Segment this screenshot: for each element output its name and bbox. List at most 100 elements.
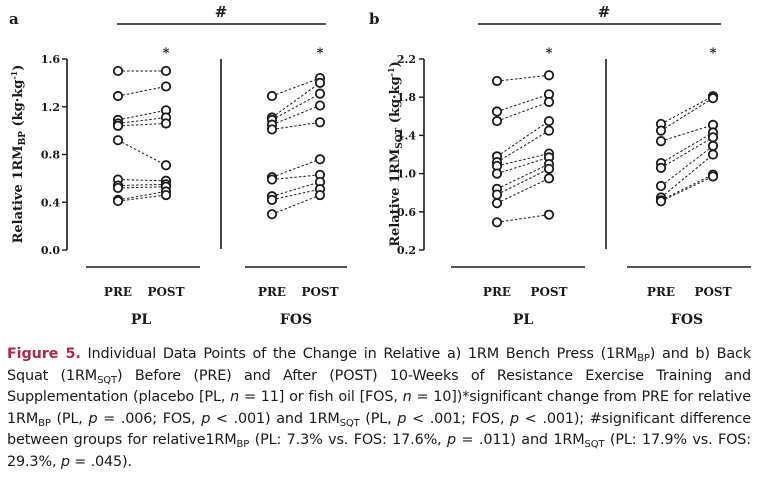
pre-point [266,124,278,135]
paired-line [496,93,550,112]
post-point [314,100,326,111]
paired-line [117,85,167,97]
y-tick-label: 1.4 [397,129,416,142]
caption-italic: p [60,453,70,470]
post-point [160,81,172,92]
caption-text: = .011) and 1RM [456,432,585,448]
post-point [314,117,326,128]
caption-text: = 11] or fish oil [FOS, [239,389,403,405]
paired-line [660,95,714,125]
post-point [707,171,719,182]
post-point [543,70,555,81]
significance-star: * [546,46,553,61]
paired-line [117,183,167,187]
panel-label: b [369,10,380,28]
caption-sub: SQT [339,417,360,429]
y-tick-label: 1.0 [397,168,416,181]
caption-text: = 10])*significant change from PRE for r… [7,389,751,427]
group-name-label: PL [513,312,534,328]
paired-line [496,101,550,122]
paired-line [271,181,321,197]
caption-sub: BP [38,417,51,429]
caption-text: ) and b) Back Squat (1RM [7,346,751,384]
group-fos: * PRE POST FOS [627,46,751,328]
pre-point [266,90,278,102]
caption-text: (PL, [359,410,398,427]
x-tick-label-pre: PRE [258,285,286,299]
caption-text: = .045). [69,453,132,470]
caption-sub: SQT [584,439,605,450]
group-pl: * PRE POST PL [451,46,607,328]
pre-point [112,135,124,146]
y-tick-label: 0.8 [41,149,60,162]
paired-line [117,139,167,166]
panel-label: a [9,10,19,28]
post-point [543,125,555,136]
caption-text: = .006; FOS, [97,410,202,427]
post-point [160,160,172,171]
x-tick-label-pre: PRE [647,285,675,299]
post-point [160,189,172,201]
pre-point [655,136,667,147]
paired-line [271,121,321,130]
post-point [543,209,555,220]
post-point [707,132,719,143]
y-tick-label: 0.4 [41,196,60,209]
y-tick-label: 0.2 [397,244,416,257]
pre-point [655,180,667,192]
pre-point [112,195,124,207]
group-pl: * PRE POST PL [86,46,222,328]
pre-point [491,198,503,209]
paired-line [660,176,714,202]
paired-line [660,154,714,198]
pre-point [112,90,124,102]
pre-point [112,120,124,131]
paired-line [660,145,714,187]
post-point [314,77,326,88]
paired-line [117,116,167,124]
paired-line [271,194,321,215]
pre-point [491,168,503,179]
x-tick-label-post: POST [301,285,338,299]
x-tick-label-post: POST [147,285,184,299]
post-point [543,163,555,174]
post-point [543,173,555,184]
paired-line [496,130,550,163]
paired-line [496,120,550,157]
group-name-label: FOS [671,312,703,328]
pre-point [491,75,503,87]
paired-line [271,174,321,181]
pre-point [112,182,124,194]
caption-italic: p [510,410,520,427]
significance-star: * [710,46,717,61]
post-point [314,154,326,165]
post-point [707,93,719,104]
caption-text: < .001; FOS, [406,410,511,427]
caption-italic: p [88,410,98,427]
paired-line [117,179,167,182]
caption-text: (PL: 17.9% vs. FOS: 29.3%, [7,432,751,470]
paired-line [117,109,167,121]
paired-line [271,77,321,97]
paired-line [271,158,321,178]
paired-line [271,105,321,126]
paired-line [496,177,550,204]
y-tick-label: 1.6 [41,53,60,66]
y-tick-label: 1.2 [41,101,60,114]
post-point [314,189,326,201]
paired-line [496,74,550,82]
caption-sub: SQT [97,374,117,386]
y-tick-label: 1.8 [397,91,416,104]
caption-italic: p [447,432,457,448]
paired-line [496,163,550,190]
paired-line [117,194,167,202]
significance-star: * [163,46,170,61]
group-name-label: PL [131,312,152,328]
figure-5-charts: a #0.0 0.4 0.8 1.2 1.6 Relative 1RMBP (kg·kg-1… [9,3,751,328]
y-axis-label: Relative 1RMSQT (kg·kg-1) [386,61,405,246]
paired-line [117,191,167,201]
y-axis-label: Relative 1RMBP (kg·kg-1) [9,65,28,244]
y-tick-label: 0.0 [41,244,60,257]
caption-italic: p [397,410,407,427]
